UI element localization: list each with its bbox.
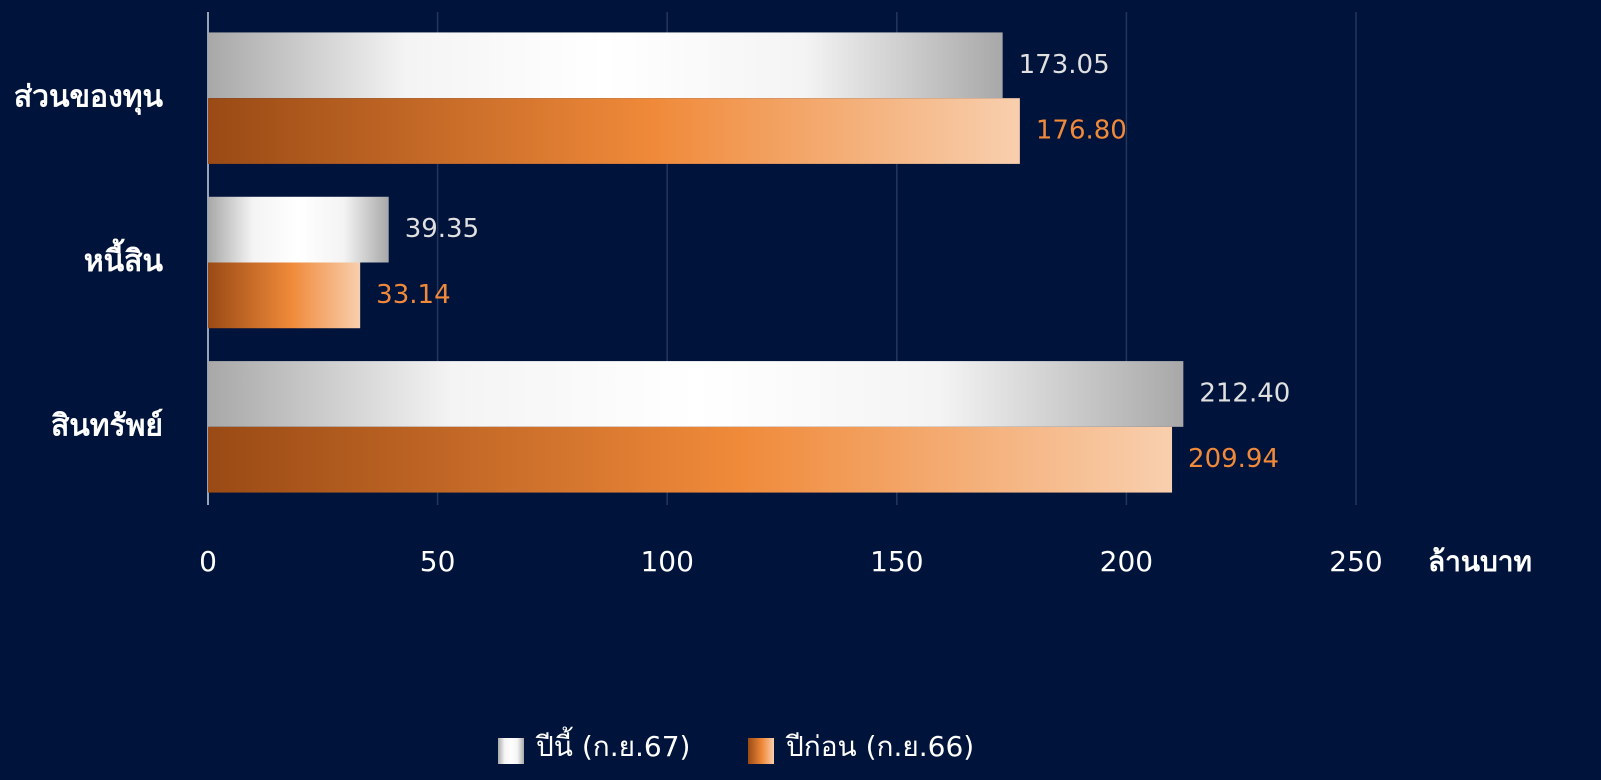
bar: [208, 98, 1020, 164]
bar: [208, 196, 389, 263]
category-label: หนี้สิน: [84, 238, 164, 279]
legend-label: ปีนี้ (ก.ย.67): [535, 726, 690, 763]
bar: [208, 262, 361, 329]
value-label: 39.35: [405, 214, 479, 244]
x-tick-label: 0: [199, 545, 217, 578]
x-axis-label: ล้านบาท: [1428, 545, 1532, 578]
x-tick-label: 100: [640, 545, 693, 578]
value-label: 176.80: [1036, 116, 1127, 146]
category-label: ส่วนของทุน: [14, 80, 164, 116]
value-label: 212.40: [1199, 378, 1290, 408]
bar: [208, 32, 1003, 99]
legend-label: ปีก่อน (ก.ย.66): [785, 730, 974, 763]
bar: [208, 361, 1184, 427]
value-label: 173.05: [1019, 50, 1110, 80]
x-tick-label: 150: [870, 545, 923, 578]
value-label: 33.14: [376, 280, 450, 310]
legend-swatch: [498, 738, 524, 764]
value-label: 209.94: [1188, 444, 1279, 474]
x-tick-label: 200: [1100, 545, 1153, 578]
bar: [208, 426, 1173, 493]
x-tick-label: 250: [1329, 545, 1382, 578]
x-tick-label: 50: [420, 545, 456, 578]
category-label: สินทรัพย์: [51, 408, 163, 443]
legend-swatch: [748, 738, 774, 764]
